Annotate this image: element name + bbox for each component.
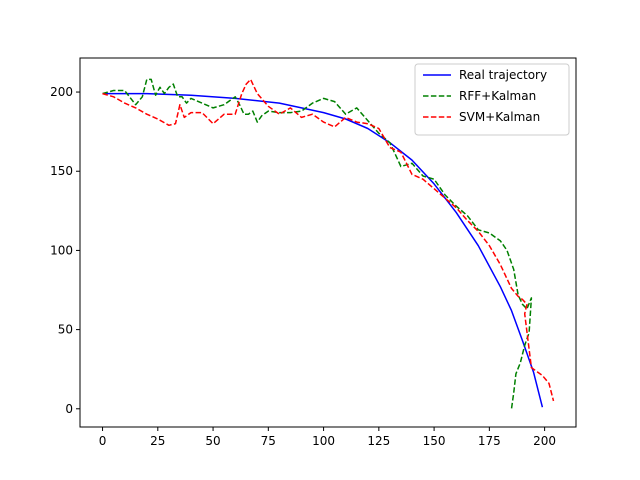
- legend-label: SVM+Kalman: [459, 110, 540, 124]
- x-tick-label: 25: [150, 434, 165, 448]
- series-layer: [102, 78, 555, 409]
- x-tick-label: 75: [261, 434, 276, 448]
- x-tick-label: 150: [423, 434, 446, 448]
- x-tick-label: 50: [205, 434, 220, 448]
- x-tick-label: 175: [478, 434, 501, 448]
- x-tick-label: 200: [533, 434, 556, 448]
- legend: Real trajectory RFF+Kalman SVM+Kalman: [414, 63, 570, 136]
- series-line-real-trajectory: [102, 92, 544, 408]
- series-line-rff-kalman: [102, 78, 533, 409]
- y-axis: 0 50 100 150 200: [50, 85, 80, 416]
- x-tick-label: 100: [312, 434, 335, 448]
- y-tick-label: 100: [50, 243, 73, 257]
- y-tick-label: 200: [50, 85, 73, 99]
- y-tick-label: 150: [50, 164, 73, 178]
- x-axis: 0 25 50 75 100 125 150 175 200: [99, 427, 556, 448]
- legend-label: RFF+Kalman: [459, 89, 536, 103]
- y-tick-label: 0: [65, 402, 73, 416]
- x-tick-label: 125: [367, 434, 390, 448]
- series-line-svm-kalman: [102, 78, 555, 402]
- x-tick-label: 0: [99, 434, 107, 448]
- y-tick-label: 50: [58, 323, 73, 337]
- axes-frame: [79, 57, 577, 428]
- legend-box: [414, 63, 570, 136]
- legend-label: Real trajectory: [459, 68, 547, 82]
